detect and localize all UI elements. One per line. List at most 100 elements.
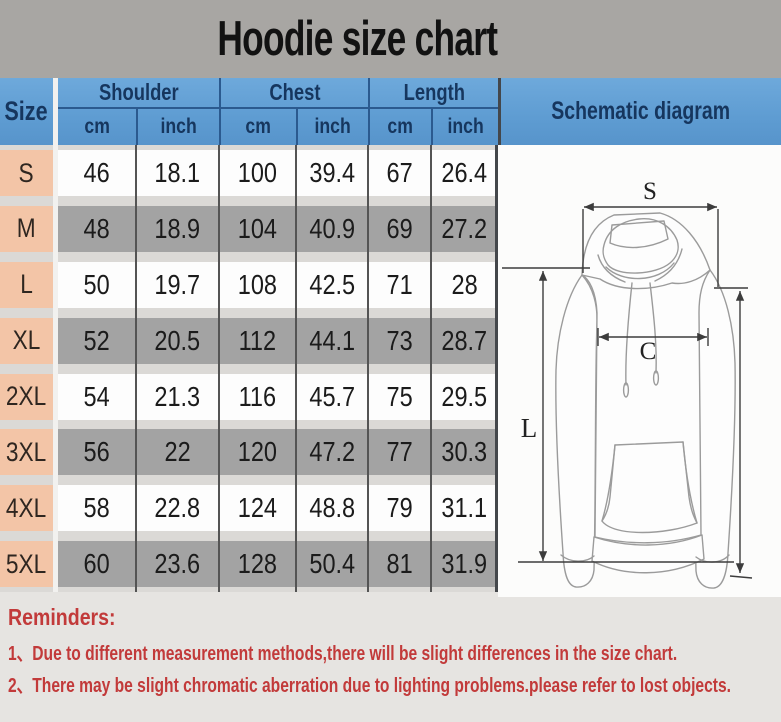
value-cell: 31.9 [431,541,498,588]
reminders-heading: Reminders: [8,604,116,630]
cell-value: 71 [386,268,413,300]
cell-value: 75 [386,380,413,412]
cell-value: 54 [83,380,111,412]
size-label: 2XL [6,381,47,411]
cell-value: 26.4 [441,157,488,188]
table-header: Size Shoulder Chest Length cm inch cm in… [0,78,498,145]
cell-value: 22 [164,436,191,468]
unit-label: cm [245,115,272,138]
page-title: Hoodie size chart [217,12,499,66]
unit-header-length-inch: inch [431,109,498,145]
unit-label: inch [314,115,352,138]
column-header-shoulder: Shoulder [58,78,219,109]
value-cell: 116 [219,373,296,420]
reminders-section: Reminders: 1、Due to different measuremen… [8,604,780,702]
reminder-item-1: 1、Due to different measurement methods,t… [8,643,678,665]
cell-value: 45.7 [309,380,355,412]
value-cell: 31.1 [431,485,498,532]
unit-header-length-cm: cm [368,109,431,145]
column-divider [135,145,137,592]
value-cell: 18.1 [136,150,219,196]
header-gap-column [53,78,58,145]
title-band: Hoodie size chart [0,0,781,78]
size-label: 4XL [6,492,47,523]
cell-value: 69 [386,212,413,244]
table-row-xl: XL 52 20.5 112 44.1 73 28.7 [0,313,498,369]
size-label: 5XL [6,548,47,579]
table-row-m: M 48 18.9 104 40.9 69 27.2 [0,201,498,257]
cell-value: 52 [83,324,111,356]
value-cell: 22 [136,429,219,476]
value-cell: 42.5 [296,261,368,308]
shoulder-dimension-label: S [643,178,657,205]
size-cell: 5XL [0,541,53,588]
cell-value: 20.5 [154,324,201,356]
size-cell: XL [0,317,53,364]
schematic-diagram: S C L [498,145,781,597]
size-label: XL [12,325,41,356]
cell-value: 50 [83,268,111,300]
value-cell: 20.5 [136,317,219,364]
reminder-item-2: 2、There may be slight chromatic aberrati… [8,675,731,697]
cell-value: 42.5 [309,268,355,300]
value-cell: 27.2 [431,205,498,252]
cell-value: 108 [237,268,278,300]
cell-value: 47.2 [309,436,355,468]
value-cell: 71 [368,261,431,308]
value-cell: 23.6 [136,541,219,588]
cell-value: 128 [237,548,278,580]
unit-label: cm [84,115,110,138]
cell-value: 56 [83,436,111,468]
value-cell: 26.4 [431,150,498,196]
column-divider [367,145,369,592]
size-label: S [18,157,35,188]
schematic-header-label: Schematic diagram [551,97,731,125]
size-cell: S [0,150,53,196]
value-cell: 40.9 [296,205,368,252]
value-cell: 81 [368,541,431,588]
table-right-divider [495,145,498,592]
cell-value: 124 [237,492,278,524]
size-cell: 4XL [0,485,53,532]
value-cell: 120 [219,429,296,476]
size-cell: M [0,205,53,252]
unit-header-shoulder-cm: cm [58,109,136,145]
value-cell: 54 [58,373,136,420]
cell-value: 67 [386,157,413,188]
value-cell: 112 [219,317,296,364]
value-cell: 30.3 [431,429,498,476]
length-header-label: Length [403,79,465,105]
value-cell: 46 [58,150,136,196]
value-cell: 67 [368,150,431,196]
value-cell: 39.4 [296,150,368,196]
cell-value: 60 [83,548,111,580]
unit-header-chest-inch: inch [296,109,368,145]
column-divider [430,145,432,592]
size-cell: L [0,261,53,308]
size-table-body: S 46 18.1 100 39.4 67 26.4 M 48 18.9 104… [0,145,498,592]
table-row-4xl: 4XL 58 22.8 124 48.8 79 31.1 [0,480,498,536]
cell-value: 39.4 [309,157,355,188]
cell-value: 30.3 [441,436,488,468]
cell-value: 46 [83,157,111,188]
cell-value: 81 [386,548,413,580]
cell-value: 31.1 [441,492,488,524]
value-cell: 28.7 [431,317,498,364]
shoulder-header-label: Shoulder [98,79,179,105]
size-header-label: Size [4,96,49,126]
cell-value: 28 [451,268,478,300]
cell-value: 29.5 [441,380,488,412]
value-cell: 52 [58,317,136,364]
value-cell: 18.9 [136,205,219,252]
cell-value: 18.9 [154,212,201,244]
chest-header-label: Chest [268,79,321,105]
column-header-chest: Chest [219,78,368,109]
size-cell: 2XL [0,373,53,420]
cell-value: 21.3 [154,380,201,412]
cell-value: 40.9 [309,212,355,244]
hoodie-drawing: S C L [502,178,753,589]
value-cell: 50.4 [296,541,368,588]
value-cell: 58 [58,485,136,532]
cell-value: 50.4 [309,548,355,580]
